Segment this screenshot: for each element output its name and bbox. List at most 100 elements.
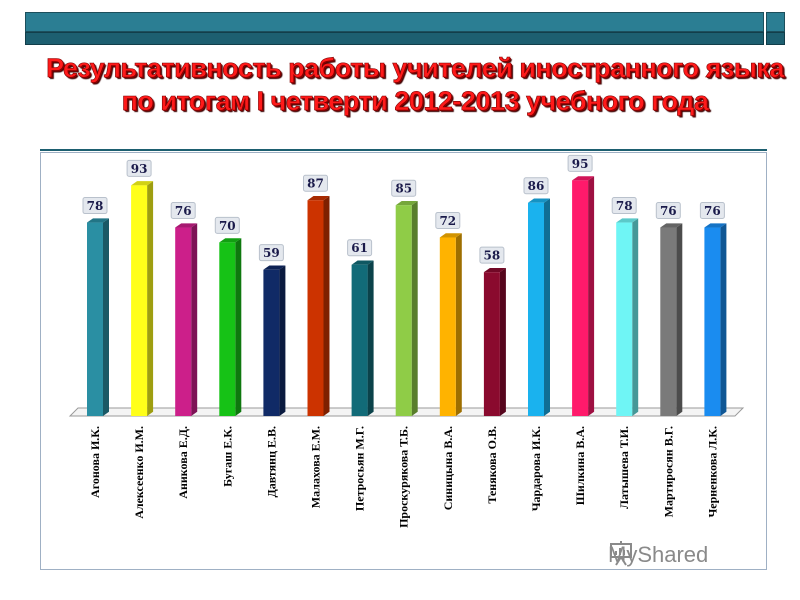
- bar-top: [572, 176, 595, 181]
- data-label-box: [391, 179, 417, 197]
- top-band: [25, 12, 764, 32]
- x-tick-label: Агонова И.К.: [88, 426, 102, 498]
- bar-top: [704, 223, 727, 228]
- bar-side: [455, 233, 462, 416]
- x-tick-label: Черненкова Л.К.: [705, 426, 719, 518]
- x-tick-label: Синицына В.А.: [441, 426, 455, 510]
- x-tick-label: Мартиросян В.Г.: [661, 426, 675, 517]
- data-label-box: [126, 159, 152, 177]
- data-label: 95: [572, 157, 589, 171]
- bar-group: 87 Малахова Е.М.: [303, 174, 330, 508]
- watermark: MyShared: [608, 540, 708, 570]
- bar: [395, 205, 412, 416]
- bar-group: 76 Мартиросян В.Г.: [655, 202, 683, 517]
- bar-top: [351, 260, 374, 265]
- data-label: 76: [660, 204, 677, 218]
- bar-top: [263, 265, 286, 270]
- data-label: 85: [395, 182, 412, 196]
- data-label: 87: [307, 177, 324, 191]
- presentation-board-icon: [610, 541, 632, 566]
- bar: [87, 222, 103, 416]
- bar-side: [544, 198, 550, 416]
- slide-title: Результативность работы учителей иностра…: [40, 52, 790, 118]
- bar: [307, 200, 324, 416]
- bar-group: 76 Черненкова Л.К.: [699, 202, 727, 518]
- bar: [219, 242, 236, 416]
- bar: [616, 222, 633, 416]
- bar-group: 61 Петросьян М.Г.: [347, 239, 374, 511]
- bar: [263, 269, 280, 416]
- bar-top: [131, 181, 154, 186]
- x-tick-label: Шилкина В.А.: [573, 426, 587, 505]
- data-label-box: [567, 154, 593, 172]
- bar-top: [395, 201, 418, 206]
- x-tick-label: Проскурякова Т.Б.: [397, 426, 411, 528]
- data-label-box: [699, 202, 725, 220]
- bar-top: [175, 223, 198, 228]
- bar-top: [87, 218, 109, 223]
- x-tick-label: Латышева Т.И.: [617, 426, 631, 509]
- x-tick-label: Малахова Е.М.: [309, 426, 323, 508]
- data-label: 58: [484, 249, 501, 263]
- data-label-box: [523, 177, 549, 195]
- data-label-box: [82, 197, 108, 215]
- bar-side: [235, 238, 242, 416]
- bar-top: [483, 267, 506, 273]
- bar: [704, 227, 721, 416]
- x-tick-label: Давтянц Е.В.: [264, 426, 278, 498]
- title-line-2: по итогам I четверти 2012-2013 учебного …: [121, 86, 709, 117]
- bar-group: 58 Тенякова О.В.: [479, 246, 506, 504]
- data-label: 61: [351, 241, 368, 255]
- bar-side: [279, 265, 286, 416]
- data-label: 78: [87, 199, 104, 213]
- data-label: 76: [175, 204, 192, 218]
- bar-top: [439, 233, 462, 238]
- data-label: 72: [439, 214, 456, 228]
- bar-side: [411, 201, 418, 416]
- bar-group: 78 Агонова И.К.: [82, 197, 109, 498]
- x-tick-label: Петросьян М.Г.: [353, 426, 367, 511]
- top-decorative-bar: [25, 12, 785, 46]
- bar-side: [588, 176, 595, 416]
- data-label-box: [435, 211, 461, 229]
- bar: [483, 272, 500, 416]
- bar-top: [616, 218, 639, 223]
- data-label: 86: [528, 179, 545, 193]
- data-label: 59: [263, 246, 280, 260]
- x-tick-label: Бугаш Е.К.: [220, 426, 234, 487]
- x-tick-label: Аникова Е.Д.: [176, 426, 190, 499]
- data-label: 76: [704, 204, 721, 218]
- data-label-box: [611, 197, 637, 215]
- x-tick-label: Алексеенко И.М.: [132, 426, 146, 519]
- bar-group: 59 Давтянц Е.В.: [258, 244, 286, 498]
- bar-group: 95 Шилкина В.А.: [567, 154, 595, 505]
- bar-group: 85 Проскурякова Т.Б.: [391, 179, 418, 528]
- bar-group: 72 Синицына В.А.: [435, 211, 462, 510]
- data-label-box: [214, 216, 240, 234]
- bar-group: 78 Латышева Т.И.: [611, 197, 639, 509]
- title-line-1: Результативность работы учителей иностра…: [46, 53, 785, 84]
- data-label: 93: [131, 162, 148, 176]
- data-label-box: [347, 239, 373, 257]
- bar-group: 76 Аникова Е.Д.: [170, 202, 198, 499]
- bar-side: [103, 218, 109, 416]
- data-label: 78: [616, 199, 633, 213]
- bar: [572, 180, 589, 416]
- x-tick-label: Чардарова И.К.: [529, 426, 543, 511]
- bar-side: [323, 196, 330, 416]
- bar: [351, 264, 368, 416]
- data-label-box: [258, 244, 284, 262]
- corner-square-top: [766, 12, 785, 32]
- bar: [131, 185, 148, 416]
- bottom-band: [25, 32, 764, 45]
- bar-group: 86 Чардарова И.К.: [523, 177, 550, 511]
- bar: [660, 227, 677, 416]
- bar-side: [367, 260, 374, 416]
- bar-top: [219, 238, 242, 243]
- data-label: 70: [219, 219, 236, 233]
- bar-side: [191, 223, 198, 416]
- corner-square-bottom: [766, 32, 785, 45]
- bar-group: 70 Бугаш Е.К.: [214, 216, 242, 487]
- data-label-box: [655, 202, 681, 220]
